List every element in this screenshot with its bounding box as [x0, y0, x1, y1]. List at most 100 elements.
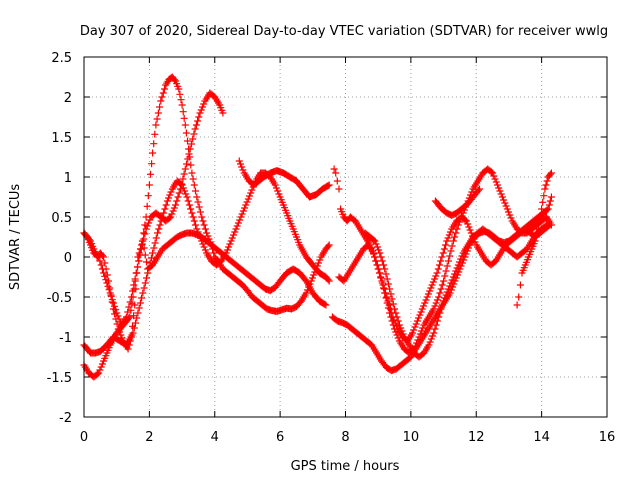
- data-point: [185, 150, 193, 158]
- data-point: [546, 197, 554, 205]
- data-point: [431, 275, 439, 283]
- data-point: [180, 114, 188, 122]
- data-point: [393, 313, 401, 321]
- data-point: [464, 220, 472, 228]
- data-point: [446, 252, 454, 260]
- plot-frame: [83, 56, 608, 418]
- data-point: [130, 312, 138, 320]
- axis-ticks: 0 2 4 6 8 10 12 14 16 -2 -1.5 -1 -0.5 0 0.5 1 1.5 2 2.5: [47, 51, 616, 445]
- data-point: [178, 180, 186, 188]
- data-point: [102, 265, 110, 273]
- data-point: [167, 213, 175, 221]
- data-point: [135, 304, 143, 312]
- data-point: [114, 325, 122, 333]
- data-point: [187, 205, 195, 213]
- data-point: [183, 193, 191, 201]
- data-point: [335, 185, 343, 193]
- data-point: [377, 273, 385, 281]
- data-point: [154, 109, 162, 117]
- data-point: [461, 216, 469, 224]
- data-point: [244, 195, 252, 203]
- data-point: [381, 265, 389, 273]
- series-track-3: [80, 89, 227, 381]
- data-point: [373, 243, 381, 251]
- data-point: [176, 185, 184, 193]
- data-point: [237, 160, 244, 168]
- data-point: [378, 257, 386, 265]
- data-point: [175, 85, 183, 93]
- data-point: [109, 299, 117, 307]
- data-point: [428, 281, 436, 289]
- y-tick-label: 1: [64, 171, 72, 186]
- data-point: [431, 302, 439, 310]
- data-point: [442, 267, 450, 275]
- data-point: [444, 234, 452, 242]
- data-point: [500, 196, 508, 204]
- x-tick-label: 14: [533, 430, 550, 445]
- data-point: [432, 299, 440, 307]
- data-point: [445, 285, 452, 293]
- data-point: [451, 233, 459, 241]
- data-point: [457, 255, 465, 263]
- data-point: [161, 205, 169, 213]
- data-point: [131, 277, 139, 285]
- data-point: [139, 237, 147, 245]
- data-point: [201, 246, 209, 254]
- data-point: [156, 221, 164, 229]
- data-point: [325, 277, 333, 285]
- data-point: [417, 308, 425, 316]
- data-point: [204, 232, 212, 240]
- series-track-1: [80, 73, 333, 329]
- data-point: [97, 363, 105, 371]
- data-point: [196, 109, 204, 117]
- data-point: [332, 169, 340, 177]
- data-point: [129, 293, 137, 301]
- data-point: [140, 284, 148, 292]
- data-point: [537, 212, 544, 220]
- data-point: [165, 214, 173, 222]
- data-point: [189, 213, 197, 221]
- data-point: [543, 221, 550, 229]
- data-point: [147, 254, 155, 262]
- data-point: [238, 210, 246, 218]
- data-point: [440, 297, 448, 305]
- data-point: [132, 285, 140, 293]
- data-point: [161, 85, 168, 93]
- data-point: [275, 190, 283, 198]
- data-point: [447, 247, 455, 255]
- data-point: [497, 190, 505, 198]
- x-tick-label: 0: [80, 430, 88, 445]
- data-point: [235, 157, 243, 165]
- data-point: [445, 257, 452, 265]
- data-point: [395, 321, 403, 329]
- data-point: [373, 261, 381, 269]
- data-point: [182, 129, 190, 137]
- data-point: [436, 261, 443, 269]
- data-point: [177, 96, 185, 104]
- data-point: [179, 175, 187, 183]
- data-point: [388, 295, 396, 303]
- data-point: [108, 298, 116, 306]
- data-point: [172, 201, 179, 209]
- data-point: [534, 225, 542, 233]
- data-point: [142, 225, 150, 233]
- data-point: [386, 285, 394, 293]
- data-point: [437, 257, 445, 265]
- data-point: [431, 325, 439, 333]
- data-point: [188, 169, 196, 177]
- data-point: [201, 225, 209, 233]
- data-point: [196, 208, 204, 216]
- data-point: [191, 125, 199, 133]
- data-point: [502, 202, 510, 210]
- data-point: [231, 228, 239, 236]
- data-point: [134, 263, 141, 271]
- data-point: [501, 199, 509, 207]
- data-point: [474, 186, 482, 194]
- data-point: [185, 201, 193, 209]
- data-point: [546, 170, 554, 178]
- data-point: [495, 184, 503, 192]
- data-point: [192, 187, 199, 195]
- data-point: [107, 291, 115, 299]
- data-point: [465, 223, 473, 231]
- data-point: [230, 231, 237, 239]
